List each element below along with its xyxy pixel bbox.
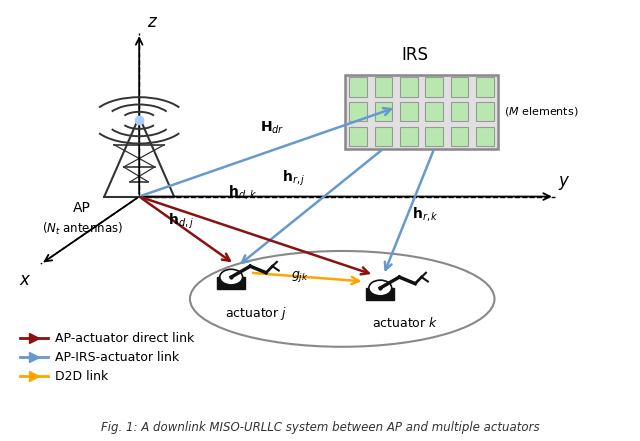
Text: Fig. 1: A downlink MISO-URLLC system between AP and multiple actuators: Fig. 1: A downlink MISO-URLLC system bet… xyxy=(100,421,540,434)
Polygon shape xyxy=(366,288,394,300)
Text: $\mathbf{H}_{dr}$: $\mathbf{H}_{dr}$ xyxy=(260,119,284,135)
Bar xyxy=(349,102,367,121)
Circle shape xyxy=(369,280,392,296)
Bar xyxy=(400,127,418,146)
Bar xyxy=(400,102,418,121)
Text: ($M$ elements): ($M$ elements) xyxy=(504,105,579,118)
Text: $\mathbf{h}_{d,j}$: $\mathbf{h}_{d,j}$ xyxy=(168,212,193,232)
Bar xyxy=(426,127,443,146)
Circle shape xyxy=(220,269,243,285)
Text: $z$: $z$ xyxy=(147,13,158,31)
Polygon shape xyxy=(217,277,245,289)
Bar xyxy=(451,102,468,121)
Bar xyxy=(476,102,494,121)
Bar xyxy=(476,127,494,146)
Text: AP: AP xyxy=(73,201,91,215)
Text: actuator $j$: actuator $j$ xyxy=(225,306,287,322)
Text: $y$: $y$ xyxy=(558,174,570,192)
Bar xyxy=(349,77,367,97)
Bar xyxy=(346,75,498,149)
Text: ($N_t$ antennas): ($N_t$ antennas) xyxy=(42,220,123,237)
Bar xyxy=(400,77,418,97)
Bar xyxy=(476,77,494,97)
Legend: AP-actuator direct link, AP-IRS-actuator link, D2D link: AP-actuator direct link, AP-IRS-actuator… xyxy=(15,327,200,389)
Text: IRS: IRS xyxy=(402,46,429,64)
Text: $\mathbf{h}_{r,k}$: $\mathbf{h}_{r,k}$ xyxy=(412,205,439,223)
Bar xyxy=(451,127,468,146)
Text: $x$: $x$ xyxy=(19,271,31,288)
Text: actuator $k$: actuator $k$ xyxy=(372,316,439,330)
Bar xyxy=(374,102,392,121)
Bar xyxy=(451,77,468,97)
Bar xyxy=(374,77,392,97)
Bar xyxy=(426,102,443,121)
Bar xyxy=(426,77,443,97)
Bar xyxy=(374,127,392,146)
Text: $\mathbf{h}_{d,k}$: $\mathbf{h}_{d,k}$ xyxy=(228,183,257,201)
Bar xyxy=(349,127,367,146)
Text: $\mathbf{h}_{r,j}$: $\mathbf{h}_{r,j}$ xyxy=(282,168,306,188)
Text: $g_{jk}$: $g_{jk}$ xyxy=(291,269,309,284)
